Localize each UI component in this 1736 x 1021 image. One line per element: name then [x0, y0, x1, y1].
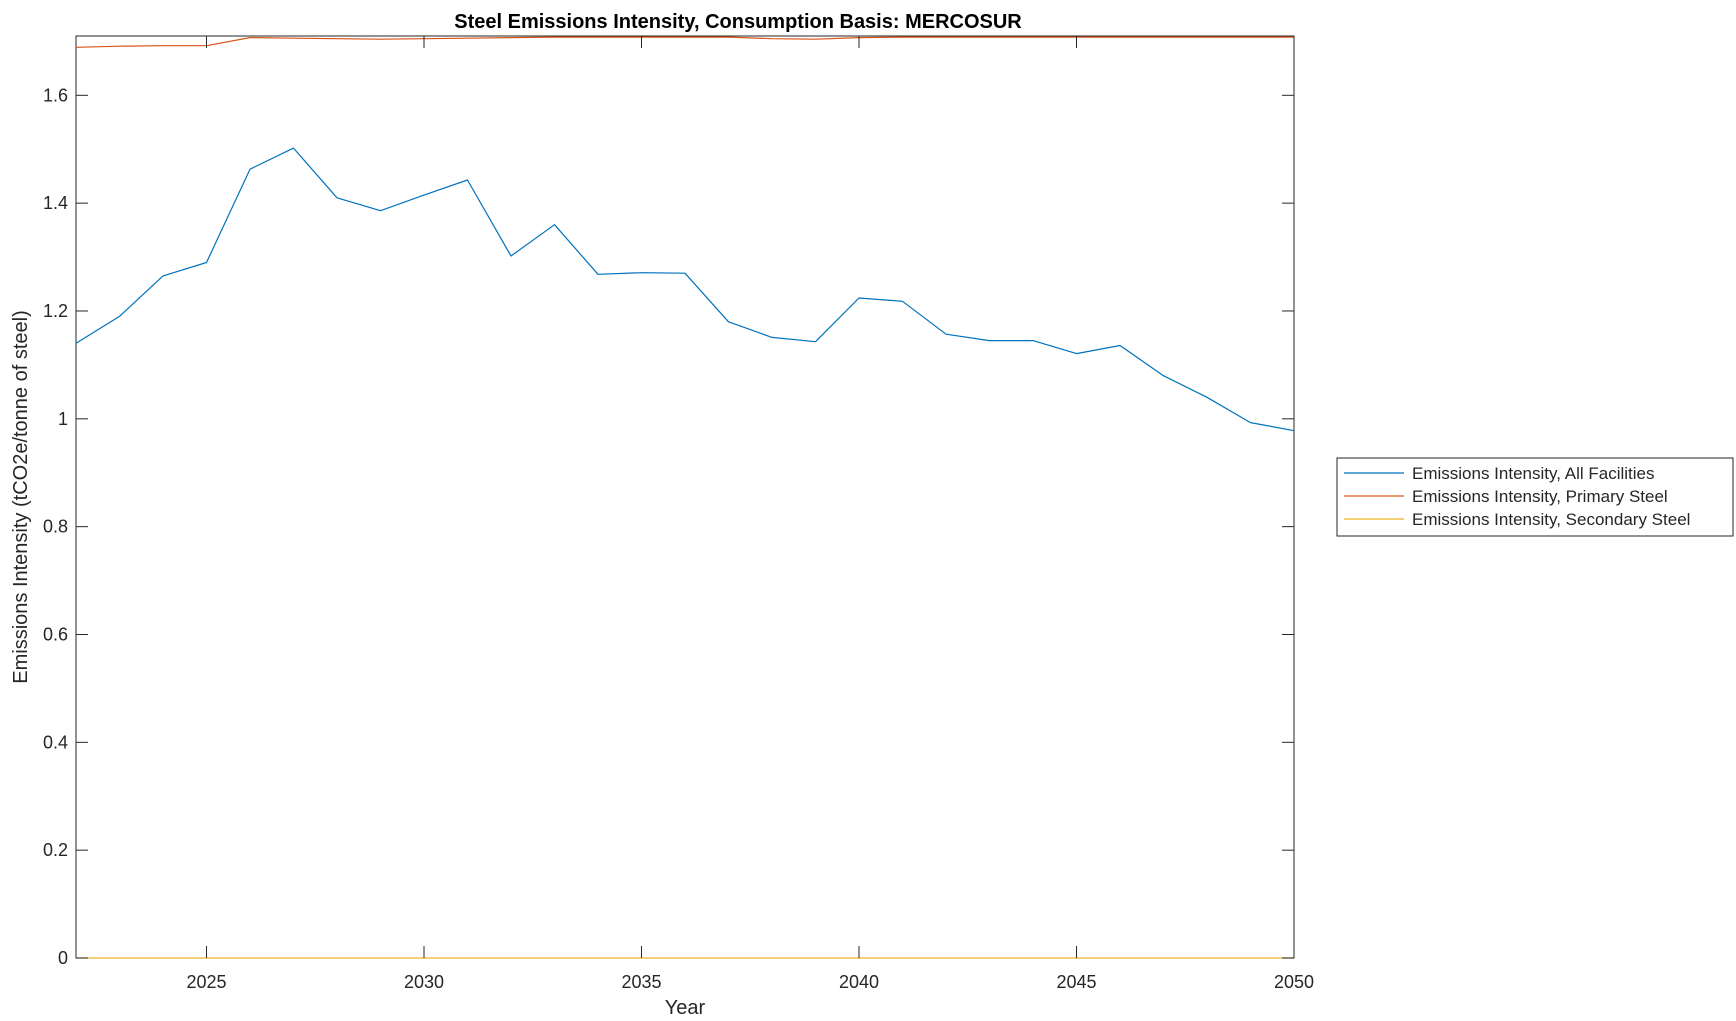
- y-tick-label: 1: [58, 409, 68, 429]
- series-layer: [75, 36, 1295, 959]
- tick-layer: 2025 2030 2035 2040 2045 2050 0 0.2 0.4 0.6 0.8 1 1.…: [43, 36, 1314, 992]
- y-tick-label: 0.8: [43, 517, 68, 537]
- y-tick-label: 1.2: [43, 301, 68, 321]
- plot-area: 2025 2030 2035 2040 2045 2050 0 0.2 0.4 0.6 0.8 1 1.…: [43, 35, 1314, 992]
- x-tick-label: 2040: [839, 972, 879, 992]
- legend-box: [1336, 457, 1734, 537]
- x-tick-label: 2050: [1274, 972, 1314, 992]
- y-tick-label: 1.6: [43, 85, 68, 105]
- chart-title: Steel Emissions Intensity, Consumption B…: [454, 11, 1022, 33]
- legend: Emissions Intensity, All Facilities Emiss…: [1336, 457, 1734, 537]
- legend-label-3: Emissions Intensity, Secondary Steel: [1412, 510, 1690, 529]
- y-tick-label: 0.6: [43, 624, 68, 644]
- y-tick-label: 0: [58, 948, 68, 968]
- y-tick-label: 0.2: [43, 840, 68, 860]
- x-tick-label: 2045: [1056, 972, 1096, 992]
- legend-label-1: Emissions Intensity, All Facilities: [1412, 464, 1654, 483]
- axes-box: [75, 35, 1295, 959]
- series-line-2: [75, 36, 1294, 48]
- x-tick-label: 2025: [186, 972, 226, 992]
- x-axis-label: Year: [665, 997, 706, 1019]
- series-line-1: [75, 147, 1295, 432]
- legend-label-2: Emissions Intensity, Primary Steel: [1412, 487, 1668, 506]
- y-axis-label: Emissions Intensity (tCO2e/tonne of stee…: [10, 310, 32, 684]
- x-tick-label: 2030: [404, 972, 444, 992]
- y-tick-label: 0.4: [43, 732, 68, 752]
- y-tick-label: 1.4: [43, 193, 68, 213]
- x-tick-label: 2035: [621, 972, 661, 992]
